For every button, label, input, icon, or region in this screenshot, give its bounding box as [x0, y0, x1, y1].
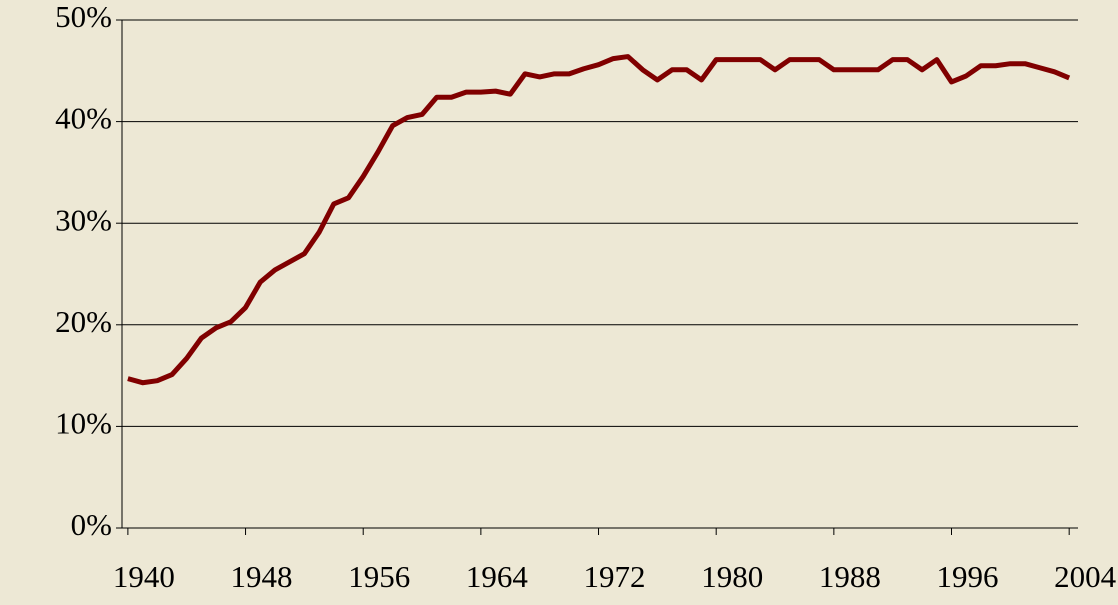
x-tick-label: 1980 — [701, 559, 763, 594]
y-tick-label: 50% — [55, 0, 112, 34]
y-tick-label: 10% — [55, 406, 112, 441]
x-tick-label: 1996 — [937, 559, 999, 594]
x-tick-label: 1988 — [819, 559, 881, 594]
x-tick-label: 1964 — [466, 559, 529, 594]
y-tick-label: 0% — [71, 507, 112, 542]
x-tick-label: 1948 — [231, 559, 293, 594]
x-tick-label: 1956 — [348, 559, 410, 594]
x-tick-label: 1972 — [584, 559, 646, 594]
y-tick-label: 30% — [55, 202, 112, 237]
y-tick-label: 20% — [55, 304, 112, 339]
data-line — [127, 54, 1071, 386]
x-tick-label: 2004 — [1054, 559, 1117, 594]
x-tick-label: 1940 — [113, 559, 175, 594]
y-tick-label: 40% — [55, 101, 112, 136]
